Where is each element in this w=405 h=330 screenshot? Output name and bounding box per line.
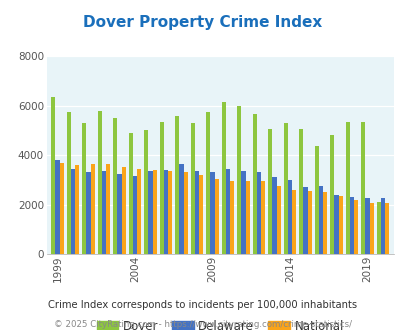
Bar — [214, 179, 218, 254]
Bar — [164, 170, 168, 254]
Bar — [252, 114, 256, 254]
Bar — [384, 203, 388, 254]
Bar — [137, 169, 141, 254]
Bar — [303, 187, 307, 254]
Bar — [144, 130, 148, 254]
Bar — [345, 122, 349, 254]
Bar — [206, 112, 210, 254]
Bar — [353, 200, 357, 254]
Bar — [221, 102, 225, 254]
Bar — [298, 129, 303, 254]
Bar — [190, 123, 194, 254]
Bar — [175, 115, 179, 254]
Bar — [71, 169, 75, 254]
Bar — [168, 171, 172, 254]
Bar — [256, 172, 260, 254]
Bar — [82, 123, 86, 254]
Bar — [287, 180, 291, 254]
Bar — [159, 122, 164, 254]
Bar — [322, 192, 326, 254]
Bar — [98, 111, 102, 254]
Bar — [106, 164, 110, 254]
Bar — [122, 168, 126, 254]
Bar — [55, 160, 60, 254]
Bar — [349, 197, 353, 254]
Bar — [376, 202, 380, 254]
Bar — [51, 97, 55, 254]
Bar — [225, 169, 230, 254]
Bar — [179, 164, 183, 254]
Text: Crime Index corresponds to incidents per 100,000 inhabitants: Crime Index corresponds to incidents per… — [48, 300, 357, 310]
Bar — [334, 195, 338, 254]
Bar — [268, 129, 272, 254]
Bar — [360, 122, 364, 254]
Bar — [230, 181, 234, 254]
Text: © 2025 CityRating.com - https://www.cityrating.com/crime-statistics/: © 2025 CityRating.com - https://www.city… — [54, 319, 351, 329]
Bar — [210, 172, 214, 254]
Text: Dover Property Crime Index: Dover Property Crime Index — [83, 15, 322, 30]
Bar — [198, 175, 203, 254]
Bar — [329, 135, 334, 254]
Bar — [272, 178, 276, 254]
Bar — [369, 203, 373, 254]
Bar — [318, 186, 322, 254]
Bar — [283, 123, 287, 254]
Bar — [113, 118, 117, 254]
Bar — [128, 133, 132, 254]
Bar — [241, 171, 245, 254]
Bar — [364, 198, 369, 254]
Bar — [117, 174, 121, 254]
Bar — [380, 198, 384, 254]
Bar — [314, 147, 318, 254]
Bar — [152, 170, 156, 254]
Bar — [86, 172, 90, 254]
Bar — [237, 106, 241, 254]
Bar — [183, 172, 188, 254]
Bar — [132, 176, 137, 254]
Bar — [194, 171, 198, 254]
Bar — [276, 186, 280, 254]
Bar — [75, 165, 79, 254]
Bar — [60, 163, 64, 254]
Bar — [338, 196, 342, 254]
Legend: Dover, Delaware, National: Dover, Delaware, National — [92, 315, 347, 330]
Bar — [245, 181, 249, 254]
Bar — [66, 112, 71, 254]
Bar — [102, 171, 106, 254]
Bar — [148, 171, 152, 254]
Bar — [291, 190, 296, 254]
Bar — [260, 181, 264, 254]
Bar — [90, 164, 95, 254]
Bar — [307, 191, 311, 254]
